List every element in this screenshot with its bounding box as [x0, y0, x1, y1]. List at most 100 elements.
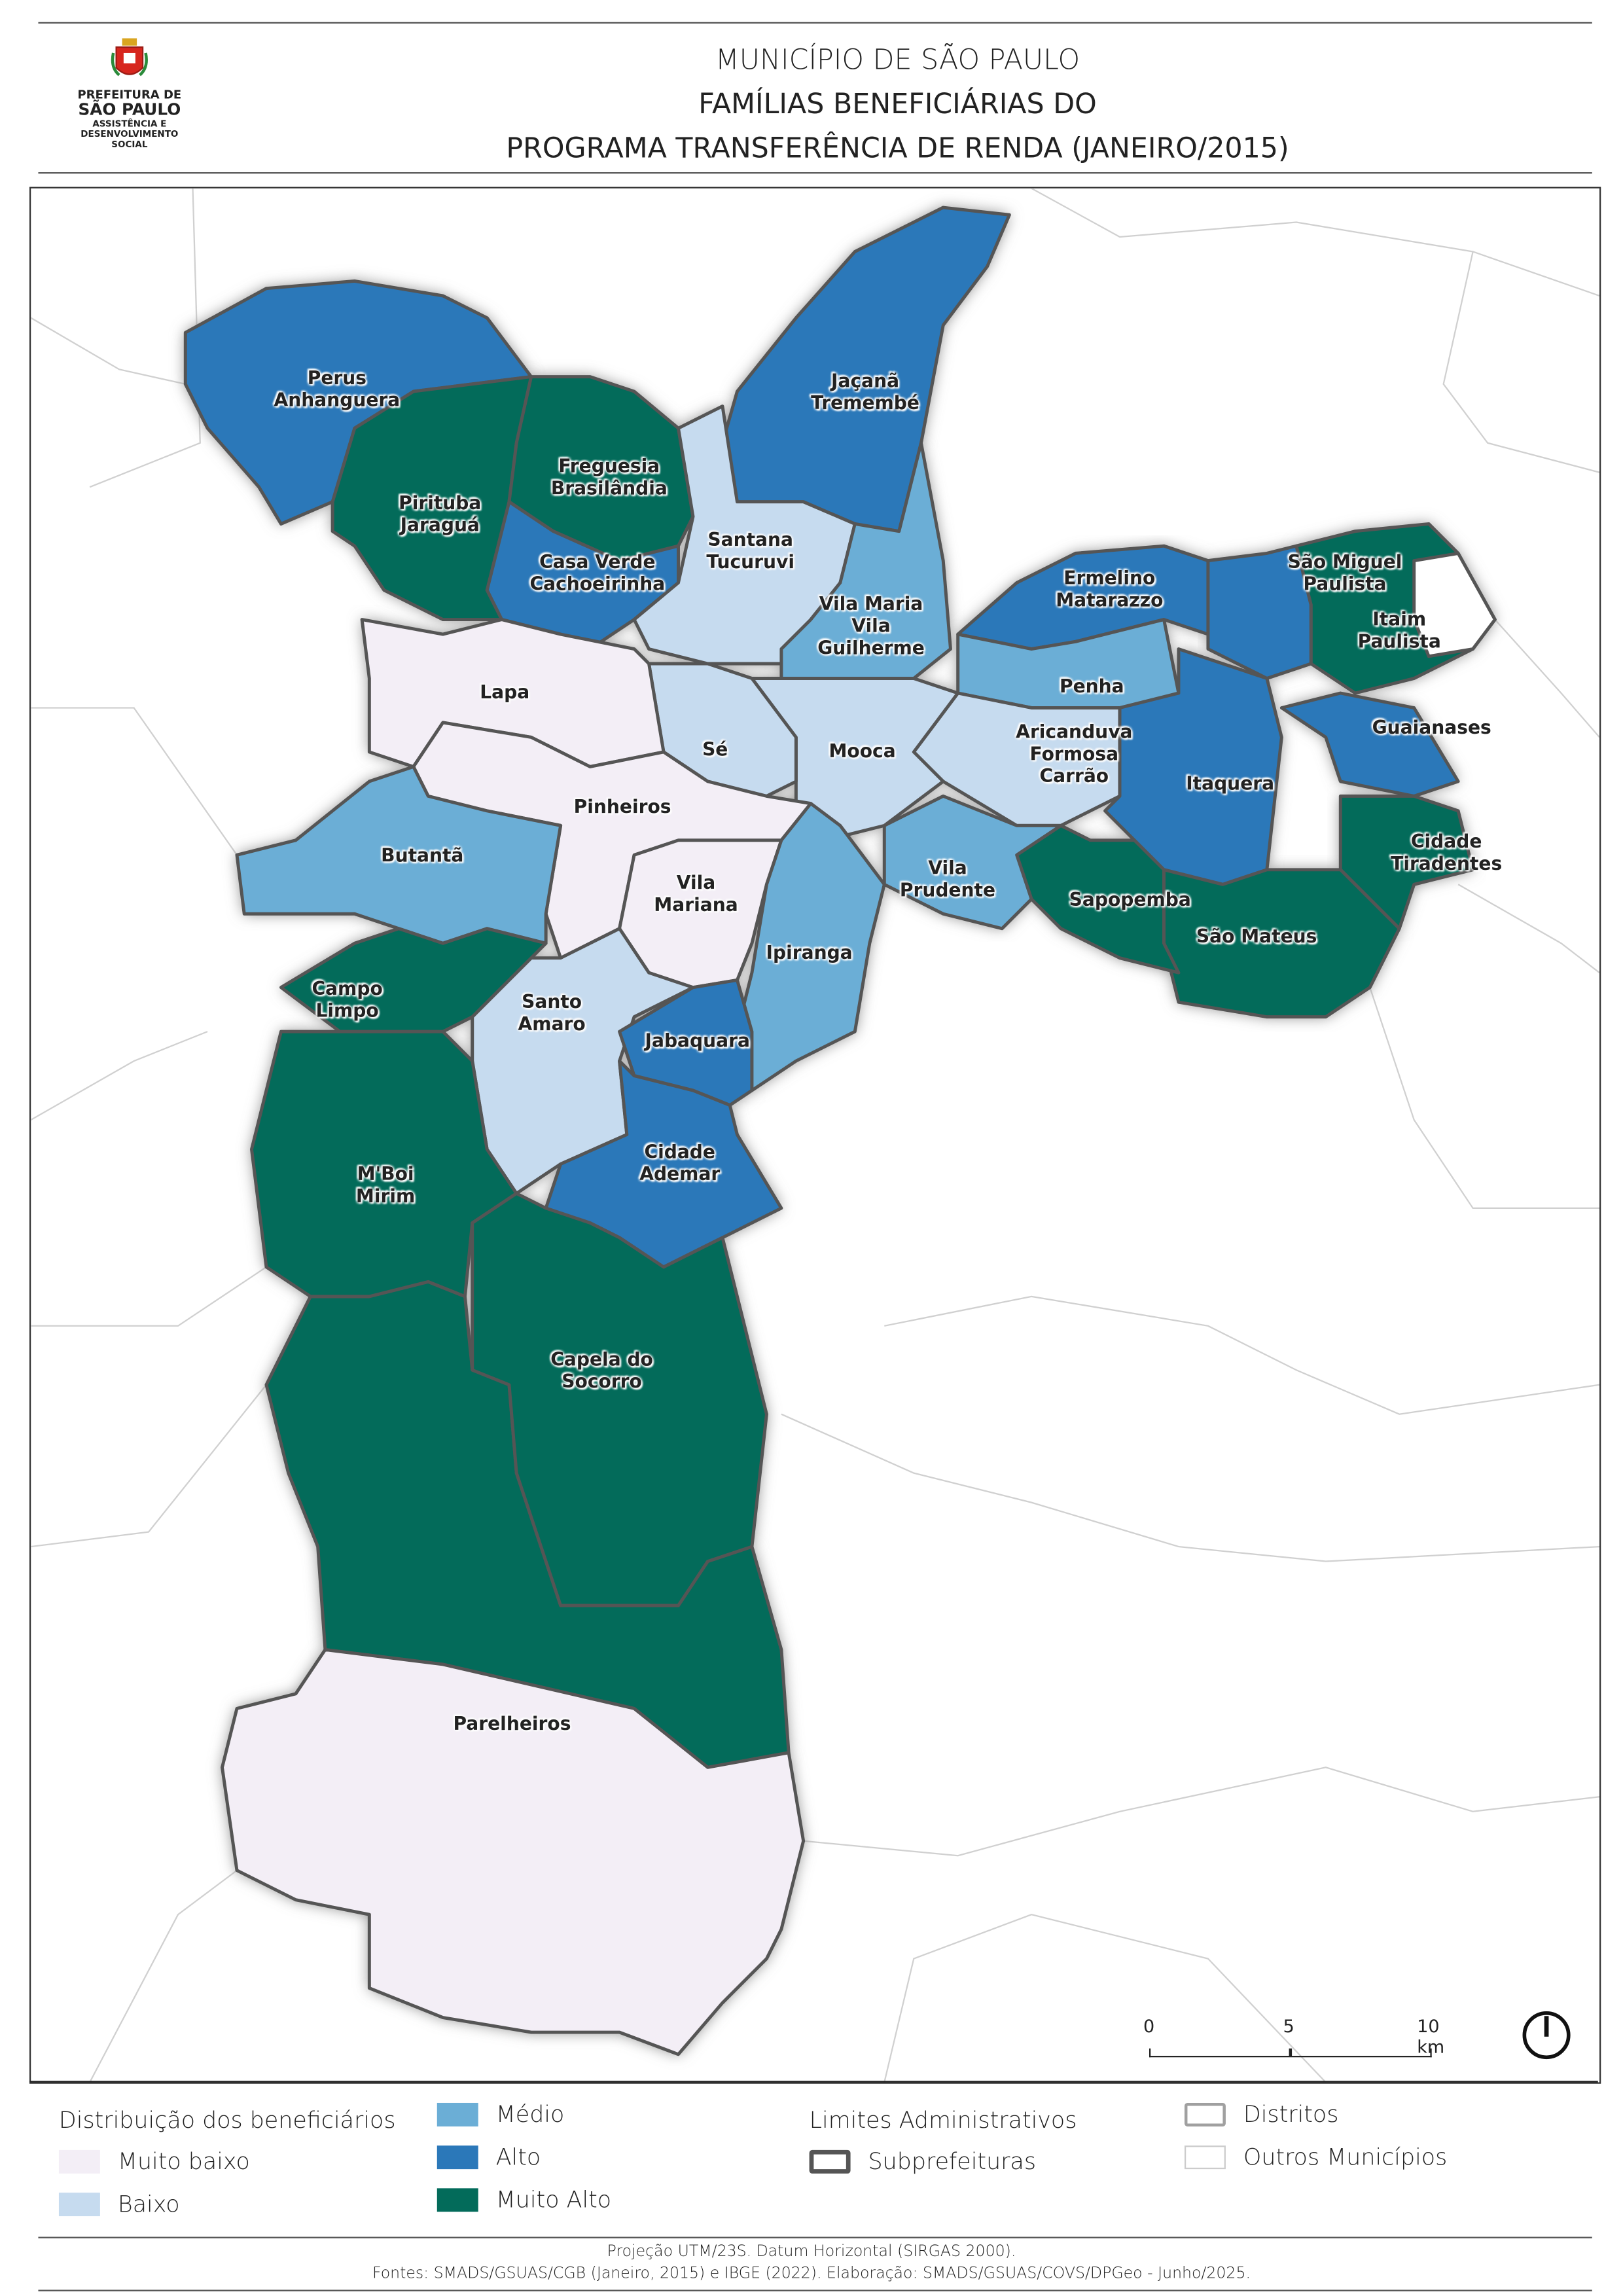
region-ipiranga[interactable] [735, 802, 886, 1092]
legend-item-muito-baixo: Muito baixo [58, 2148, 250, 2176]
header-divider [38, 172, 1592, 174]
region-label: Sapopemba [1069, 888, 1191, 910]
map-bottom-border [29, 2081, 1598, 2083]
region-label: Parelheiros [453, 1712, 571, 1734]
region-label: Vila Prudente [899, 856, 996, 901]
region-label: Itaquera [1186, 772, 1275, 795]
region-label: São Miguel Paulista [1287, 550, 1402, 595]
footer-projection: Projeção UTM/23S. Datum Horizontal (SIRG… [607, 2242, 1016, 2261]
footer-divider [38, 2236, 1592, 2238]
title-line-2: FAMÍLIAS BENEFICIÁRIAS DO [698, 88, 1097, 121]
map-frame[interactable]: Perus Anhanguera Pirituba Jaraguá Freguesia B… [29, 187, 1601, 2084]
swatch [1184, 2145, 1226, 2170]
municipality-boundary [31, 1384, 267, 1548]
region-label: Capela do Socorro [550, 1348, 653, 1392]
region-label: Butantã [381, 844, 464, 867]
municipality-boundary [803, 1767, 1600, 1857]
municipality-boundary [883, 1913, 1327, 2083]
legend-label: Distritos [1243, 2101, 1339, 2128]
municipality-boundary [1494, 619, 1600, 738]
legend-label: Outros Municípios [1243, 2144, 1448, 2171]
title-line-1: MUNICÍPIO DE SÃO PAULO [715, 44, 1080, 77]
legend-label: Baixo [117, 2191, 180, 2218]
region-vila[interactable] [882, 794, 1063, 931]
region-label: Santo Amaro [518, 990, 586, 1035]
legend: Distribuição dos beneficiários Muito bai… [0, 2090, 1623, 2237]
scale-tick-label: 5 [1283, 2016, 1294, 2037]
bottom-divider [38, 2289, 1592, 2291]
logo-text: SOCIAL [111, 139, 148, 151]
coat-of-arms-icon [111, 38, 148, 77]
swatch [58, 2149, 100, 2174]
legend-label: Médio [495, 2101, 565, 2128]
municipality-boundary [1457, 884, 1600, 974]
legend-item-subprefeituras: Subprefeituras [809, 2149, 1036, 2175]
logo-text: PREFEITURA DE [77, 88, 182, 102]
municipality-boundary [884, 1295, 1600, 1415]
subprefecture-regions [183, 206, 1497, 2056]
region-parelheiros[interactable] [221, 1647, 806, 2056]
legend-label: Alto [495, 2144, 541, 2171]
region-itaim-east[interactable] [1412, 551, 1497, 658]
map-canvas [31, 188, 1600, 2083]
legend-distribution-title: Distribuição dos beneficiários [58, 2107, 396, 2134]
legend-item-alto: Alto [437, 2144, 541, 2170]
region-label: Lapa [480, 680, 530, 703]
logo-text: SÃO PAULO [78, 99, 181, 120]
region-label: Guaianases [1372, 715, 1491, 738]
swatch [437, 2145, 478, 2170]
region-label: Vila Maria Vila Guilherme [817, 592, 925, 659]
logo-text: DESENVOLVIMENTO [80, 129, 179, 140]
legend-item-baixo: Baixo [58, 2191, 180, 2218]
municipality-boundary [89, 1869, 238, 2083]
region-mooca[interactable] [750, 677, 960, 842]
prefeitura-logo: PREFEITURA DE SÃO PAULO ASSISTÊNCIA E DE… [53, 38, 206, 150]
region-label: Perus Anhanguera [274, 366, 401, 411]
title-line-3: PROGRAMA TRANSFERÊNCIA DE RENDA (JANEIRO… [506, 132, 1289, 165]
legend-limits-title: Limites Administrativos [809, 2107, 1077, 2134]
region-label: Cidade Tiradentes [1391, 830, 1503, 874]
swatch [809, 2149, 851, 2174]
legend-label: Muito baixo [117, 2148, 250, 2176]
municipality-boundary [1369, 987, 1600, 1210]
municipality-boundary [31, 1266, 267, 1327]
legend-item-medio: Médio [437, 2101, 565, 2128]
map-title: MUNICÍPIO DE SÃO PAULO FAMÍLIAS BENEFICI… [265, 38, 1531, 170]
region-label: Vila Mariana [654, 871, 738, 916]
region-label: Itaim Paulista [1357, 607, 1441, 653]
municipality-boundary [31, 707, 238, 855]
scale-tick-label: 0 [1143, 2016, 1155, 2037]
region-label: Pirituba Jaraguá [399, 491, 482, 536]
region-capela-do[interactable] [471, 1191, 768, 1607]
scale-bar: 0 5 10 km [1141, 2016, 1444, 2075]
region-label: Jabaquara [645, 1029, 750, 1052]
legend-item-muito-alto: Muito Alto [437, 2187, 611, 2214]
region-label: Mooca [829, 739, 896, 762]
region-label: Sé [702, 738, 728, 761]
region-label: M'Boi Mirim [355, 1162, 416, 1207]
region-label: São Mateus [1196, 925, 1317, 947]
region-label: Pinheiros [573, 795, 671, 817]
other-municipalities [31, 188, 1600, 2083]
top-divider [38, 22, 1592, 24]
footer: Projeção UTM/23S. Datum Horizontal (SIRG… [0, 2241, 1623, 2285]
region-label: Penha [1059, 674, 1124, 697]
region-label: Cidade Ademar [639, 1140, 721, 1185]
region-butant-[interactable] [235, 764, 563, 945]
region-guaianases[interactable] [1279, 691, 1460, 798]
swatch [1184, 2102, 1226, 2126]
region-cidade[interactable] [1338, 794, 1475, 931]
scale-mid-tick [1289, 2048, 1291, 2056]
region-label: Aricanduva Formosa Carrão [1016, 720, 1133, 787]
region-label: Santana Tucuruvi [706, 528, 794, 573]
region-sapopemba[interactable] [1015, 823, 1181, 975]
swatch [437, 2188, 478, 2212]
municipality-boundary [1031, 188, 1600, 296]
footer-sources: Fontes: SMADS/GSUAS/CGB (Janeiro, 2015) … [372, 2265, 1251, 2283]
municipality-boundary [781, 1413, 1600, 1562]
region-label: Freguesia Brasilândia [550, 454, 668, 499]
region-label: Ermelino Matarazzo [1056, 566, 1164, 611]
region-s-o-mateus[interactable] [1162, 868, 1401, 1019]
north-arrow-icon [1522, 2011, 1571, 2060]
